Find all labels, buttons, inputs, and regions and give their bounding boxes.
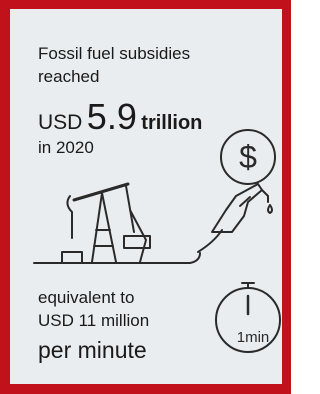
- stopwatch-knob: [242, 283, 254, 288]
- pumpjack-crank: [126, 186, 146, 262]
- pumpjack-head: [67, 196, 72, 238]
- icons: $ 1min: [0, 0, 291, 394]
- pumpjack-frame: [92, 193, 116, 262]
- stopwatch-label: 1min: [237, 329, 270, 346]
- dollar-sign: $: [239, 139, 257, 175]
- ground-line: [34, 253, 200, 263]
- fuel-nozzle-tip: [262, 190, 268, 202]
- wellhead: [62, 252, 82, 262]
- fuel-nozzle: [212, 184, 262, 232]
- hose: [198, 230, 222, 252]
- fuel-drop: [268, 205, 272, 213]
